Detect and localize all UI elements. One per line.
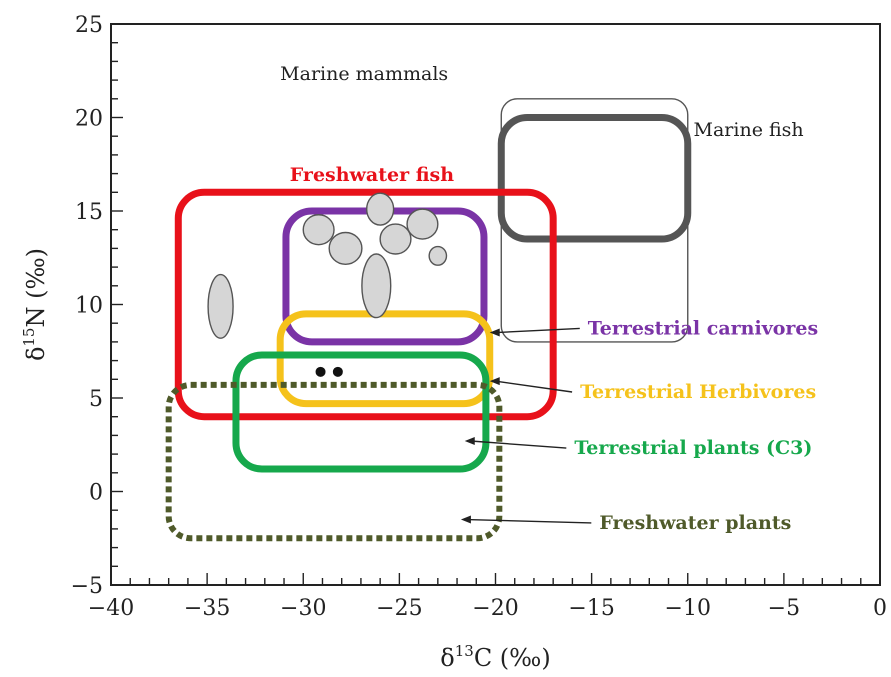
data-point [332,366,343,377]
data-ellipse [328,231,363,265]
x-tick-label: −25 [376,596,422,621]
data-ellipse [361,253,392,319]
regions-layer [165,98,692,542]
annotation-arrowhead [489,328,500,337]
x-tick-label: −10 [665,596,711,621]
annotations-layer: Marine mammals Marine fish Freshwater fish… [280,63,818,534]
annotation-arrowhead [464,437,475,446]
points-layer [315,366,343,377]
region-terrestrial-plants-c3 [232,351,490,473]
region-freshwater-fish [174,188,557,421]
y-tick-label: 20 [75,107,103,132]
x-tick-label: −15 [568,596,614,621]
annotation-marine-mammals: Marine mammals [280,63,448,85]
x-tick-label: −30 [280,596,326,621]
data-ellipse [365,192,395,226]
y-tick-label: 5 [89,387,103,412]
annotation-arrow-line [495,327,580,334]
data-ellipse [379,223,412,255]
x-tick-label: −35 [184,596,230,621]
y-tick-label: 15 [75,200,103,225]
axes-layer: −40 −35 −30 −25 −20 −15 −10 −5 0 −5 0 5 10 15 20 25 δ13C… [20,13,887,672]
annotation-freshwater-plants: Freshwater plants [599,512,791,534]
y-tick-label: 10 [75,294,103,319]
x-axis-title: δ13C (‰) [440,642,550,672]
y-tick-label: 0 [89,481,103,506]
annotation-arrowhead [489,377,500,386]
region-terrestrial-herbivores [276,310,494,408]
region-freshwater-plants [165,381,503,542]
x-tick-label: 0 [873,596,887,621]
annotation-marine-fish: Marine fish [694,119,804,141]
region-marine-mammals [500,98,689,343]
annotation-terrestrial-herbivores: Terrestrial Herbivores [580,381,816,403]
annotation-terrestrial-carnivores: Terrestrial carnivores [588,317,818,339]
annotation-arrow-line [466,518,592,524]
x-tick-label: −5 [768,596,800,621]
data-ellipse [406,208,439,240]
x-tick-label: −40 [88,596,134,621]
ellipses-layer [207,192,448,339]
data-ellipse [207,273,234,339]
annotation-terrestrial-plants-c3: Terrestrial plants (C3) [574,437,812,459]
data-point [315,366,326,377]
y-axis-title: δ15N (‰) [20,248,50,361]
annotation-arrowhead [460,515,471,524]
region-marine-fish [497,114,692,243]
y-tick-label: −5 [71,574,103,599]
annotation-freshwater-fish: Freshwater fish [290,164,454,186]
data-ellipse [302,214,335,246]
y-tick-label: 25 [75,13,103,38]
annotation-arrow-line [495,380,573,393]
annotation-arrow-line [470,440,567,449]
x-tick-label: −20 [472,596,518,621]
data-ellipse [428,245,448,266]
